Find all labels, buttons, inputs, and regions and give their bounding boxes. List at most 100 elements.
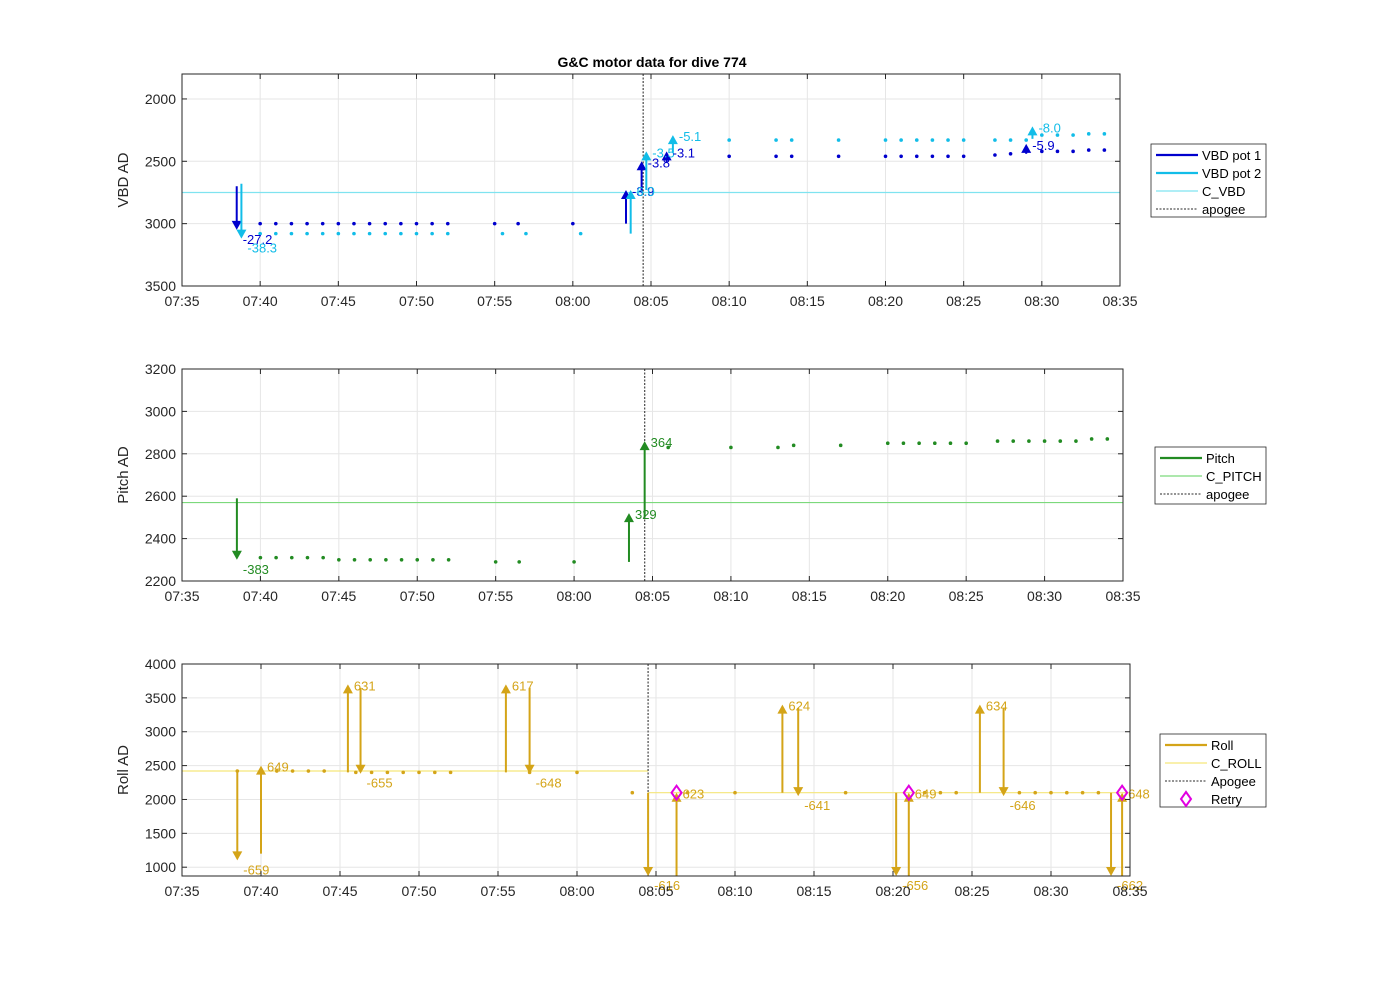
move-label: 617: [512, 678, 534, 693]
data-point: [415, 558, 420, 562]
arrow-head: [793, 787, 804, 797]
move-label: 6.0: [637, 184, 655, 199]
data-point: [993, 153, 997, 157]
x-tick-label: 08:15: [792, 588, 827, 604]
x-tick-label: 07:50: [401, 883, 436, 899]
move-label: -3.9: [632, 184, 654, 199]
x-tick-label: 07:55: [480, 883, 515, 899]
y-tick-label: 2200: [145, 573, 176, 589]
move-label: -3.8: [648, 155, 670, 170]
data-point: [414, 231, 419, 236]
data-point: [399, 558, 404, 562]
x-tick-label: 07:35: [164, 588, 199, 604]
data-point: [930, 154, 935, 159]
x-tick-label: 08:20: [875, 883, 910, 899]
move-label: -8.0: [1038, 120, 1060, 135]
arrow-head: [1117, 792, 1128, 802]
y-tick-label: 3000: [145, 403, 176, 419]
arrow-head: [974, 704, 985, 714]
data-point: [1017, 790, 1022, 795]
data-point: [321, 555, 325, 560]
data-point: [1049, 790, 1053, 795]
x-tick-label: 08:30: [1024, 293, 1059, 309]
data-point: [258, 555, 263, 560]
arrow-head: [1021, 143, 1032, 153]
data-point: [729, 445, 733, 450]
data-point: [274, 221, 278, 226]
y-tick-label: 3000: [145, 724, 176, 740]
x-tick-label: 08:35: [1112, 883, 1147, 899]
y-tick-label: 3500: [145, 690, 176, 706]
data-point: [414, 221, 419, 226]
data-point: [274, 555, 278, 560]
data-point: [445, 221, 450, 226]
data-point: [383, 231, 388, 236]
x-tick-label: 08:00: [559, 883, 594, 899]
x-tick-label: 08:30: [1033, 883, 1068, 899]
data-point: [367, 231, 372, 236]
arrow-head: [623, 513, 634, 523]
arrow-head: [1106, 867, 1117, 876]
data-point: [948, 441, 953, 446]
x-tick-label: 08:10: [712, 293, 747, 309]
data-point: [289, 231, 294, 236]
move-label: -656: [902, 878, 928, 893]
data-point: [1040, 149, 1044, 154]
arrow-head: [256, 765, 266, 775]
data-point: [776, 445, 780, 450]
data-point: [914, 154, 919, 159]
data-point: [430, 231, 434, 236]
data-point: [500, 231, 505, 236]
arrow-head: [500, 684, 511, 694]
legend-label-vbd-pot-2: VBD pot 2: [1202, 166, 1261, 181]
x-tick-label: 08:20: [870, 588, 905, 604]
y-tick-label: 3500: [145, 278, 176, 294]
data-point: [433, 770, 437, 775]
data-point: [448, 770, 453, 775]
data-point: [383, 221, 388, 226]
x-tick-label: 08:30: [1027, 588, 1062, 604]
data-point: [492, 221, 497, 226]
y-tick-label: 2500: [145, 758, 176, 774]
data-point: [401, 770, 406, 775]
move-label: -646: [1010, 798, 1036, 813]
move-label: -3.5: [652, 145, 674, 160]
data-point: [306, 769, 311, 773]
data-point: [946, 154, 950, 159]
data-point: [430, 221, 434, 226]
move-label: 329: [635, 507, 657, 522]
data-point: [1071, 133, 1075, 137]
data-point: [630, 790, 635, 795]
x-tick-label: 08:05: [633, 293, 668, 309]
move-label: 631: [354, 678, 376, 693]
x-tick-label: 08:10: [717, 883, 752, 899]
data-point: [664, 154, 669, 159]
data-point: [575, 770, 579, 775]
arrow-head: [998, 787, 1009, 797]
data-point: [399, 221, 403, 226]
data-point: [275, 769, 279, 773]
legend-box: [1150, 143, 1267, 218]
data-point: [289, 555, 294, 560]
data-point: [964, 441, 968, 446]
data-point: [836, 138, 841, 142]
plot-data-layer: [182, 369, 1123, 581]
data-point: [1055, 133, 1060, 137]
arrow-head: [643, 867, 654, 876]
subplot-2: -383 329 364 07:35 07:40 07:45 07:50 07:55 08:00…: [115, 361, 1267, 604]
data-point: [1074, 439, 1078, 443]
data-point: [930, 138, 935, 142]
data-point: [1011, 439, 1016, 443]
retry-marker: [670, 783, 683, 802]
data-point: [993, 138, 997, 142]
data-point: [838, 443, 843, 448]
data-point: [933, 441, 937, 446]
data-point: [1008, 152, 1013, 156]
plot-data-layer: [182, 74, 1120, 286]
data-point: [384, 558, 388, 562]
x-tick-label: 08:05: [638, 883, 673, 899]
data-point: [1024, 138, 1028, 142]
legend-label-apogee: apogee: [1206, 487, 1249, 502]
